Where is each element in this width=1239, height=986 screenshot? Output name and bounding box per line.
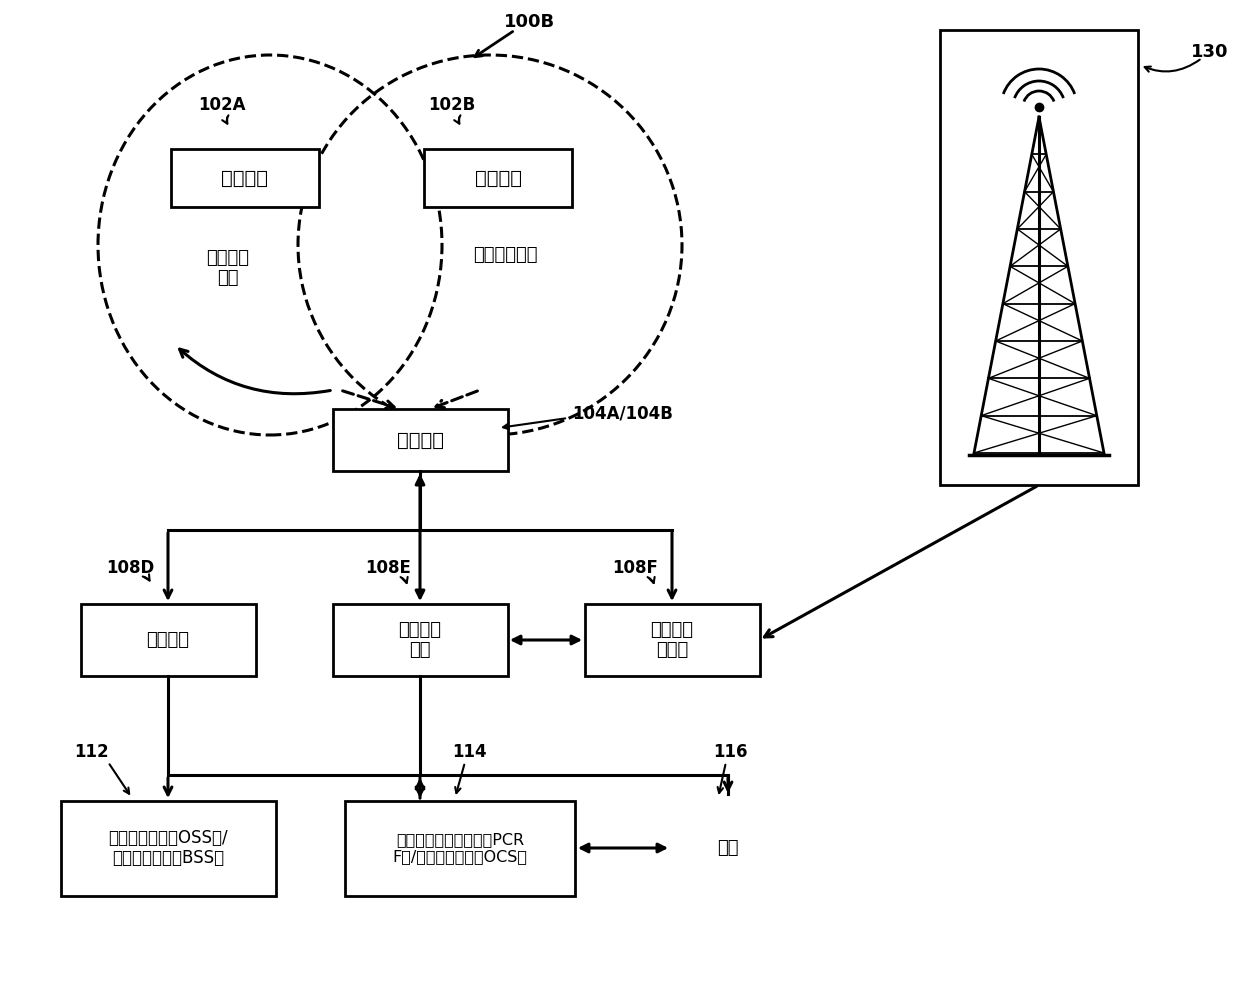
Text: 130: 130 <box>1191 43 1229 61</box>
Text: 100B: 100B <box>504 13 555 31</box>
Text: 网络: 网络 <box>717 839 738 857</box>
Circle shape <box>662 792 742 872</box>
Text: 104A/104B: 104A/104B <box>572 404 673 422</box>
Text: 108E: 108E <box>366 559 411 577</box>
Bar <box>940 30 1137 485</box>
Text: 公共无线网络: 公共无线网络 <box>473 246 538 264</box>
Bar <box>81 604 255 676</box>
Text: 聚合移动
网关: 聚合移动 网关 <box>399 620 441 660</box>
Bar <box>332 604 508 676</box>
Text: 108D: 108D <box>105 559 154 577</box>
Text: 102B: 102B <box>429 96 476 114</box>
Text: 114: 114 <box>452 743 487 761</box>
Bar <box>344 801 575 895</box>
Text: 聚合接入
控制器: 聚合接入 控制器 <box>650 620 694 660</box>
Bar <box>332 409 508 471</box>
Bar <box>171 149 318 207</box>
Circle shape <box>676 796 781 900</box>
Text: 用户设备: 用户设备 <box>475 169 522 187</box>
Text: 专用无线
网络: 专用无线 网络 <box>207 248 249 287</box>
Circle shape <box>733 790 817 874</box>
Bar <box>585 604 760 676</box>
Bar <box>424 149 572 207</box>
Text: 102A: 102A <box>198 96 245 114</box>
Bar <box>61 801 275 895</box>
Text: 116: 116 <box>712 743 747 761</box>
Text: 108F: 108F <box>612 559 658 577</box>
Text: 用户设备: 用户设备 <box>222 169 269 187</box>
Text: 运营支持系统（OSS）/
业务支持系统（BSS）: 运营支持系统（OSS）/ 业务支持系统（BSS） <box>108 828 228 868</box>
Text: 策略和收费规则功能（PCR
F）/在线收费系统（OCS）: 策略和收费规则功能（PCR F）/在线收费系统（OCS） <box>393 832 528 864</box>
Circle shape <box>669 826 741 898</box>
Text: 宽带网关: 宽带网关 <box>146 631 190 649</box>
Circle shape <box>707 828 788 908</box>
Text: 112: 112 <box>74 743 109 761</box>
Circle shape <box>725 827 795 897</box>
Text: 路由设备: 路由设备 <box>396 431 444 450</box>
